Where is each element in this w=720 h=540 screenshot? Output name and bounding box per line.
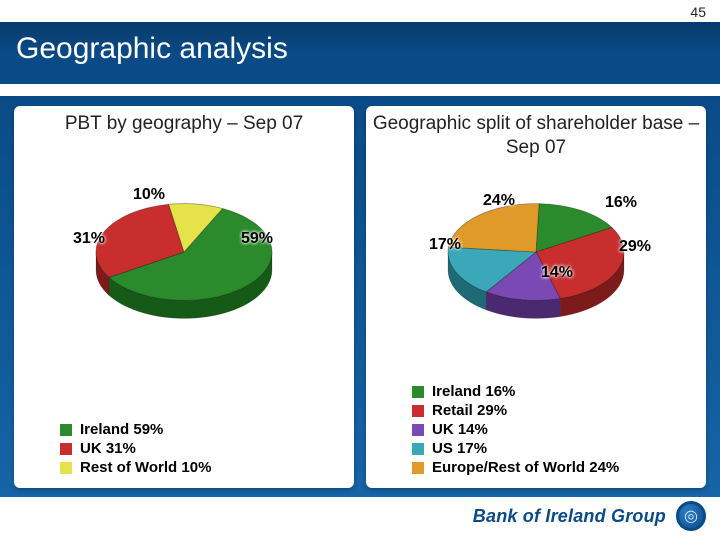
left-panel-title: PBT by geography – Sep 07 (14, 112, 354, 136)
legend-swatch (60, 424, 72, 436)
legend-item: Rest of World 10% (60, 459, 342, 476)
brand-text: Bank of Ireland Group (473, 506, 666, 527)
legend-label: Ireland 16% (432, 383, 515, 400)
pie-slice-label: 17% (429, 236, 461, 254)
left-legend: Ireland 59% UK 31% Rest of World 10% (60, 421, 342, 478)
left-pie-wrap: 59%31%10% (14, 190, 354, 360)
brand: Bank of Ireland Group ◎ (473, 501, 706, 531)
legend-swatch (412, 386, 424, 398)
legend-swatch (60, 443, 72, 455)
left-pie-chart: 59%31%10% (79, 190, 289, 340)
legend-item: Ireland 59% (60, 421, 342, 438)
pie-slice-label: 14% (541, 264, 573, 282)
legend-item: Retail 29% (412, 402, 694, 419)
legend-label: UK 14% (432, 421, 488, 438)
page-number: 45 (690, 4, 706, 20)
legend-swatch (412, 405, 424, 417)
legend-label: UK 31% (80, 440, 136, 457)
brand-logo-icon: ◎ (676, 501, 706, 531)
legend-swatch (412, 443, 424, 455)
right-panel: Geographic split of shareholder base – S… (366, 106, 706, 488)
legend-label: Retail 29% (432, 402, 507, 419)
legend-label: Ireland 59% (80, 421, 163, 438)
right-pie-chart: 16%29%14%17%24% (431, 190, 641, 340)
pie-slice-label: 31% (73, 230, 105, 248)
slide-bg: Geographic analysis 45 PBT by geography … (0, 0, 720, 540)
legend-item: US 17% (412, 440, 694, 457)
right-legend: Ireland 16% Retail 29% UK 14% US 17% Europe/… (412, 383, 694, 478)
pie-slice-label: 59% (241, 230, 273, 248)
right-panel-title: Geographic split of shareholder base – S… (366, 112, 706, 160)
slide-title: Geographic analysis (16, 32, 288, 66)
footer: Bank of Ireland Group ◎ (0, 496, 720, 540)
legend-swatch (412, 424, 424, 436)
pie-slice-label: 29% (619, 238, 651, 256)
legend-label: Rest of World 10% (80, 459, 211, 476)
legend-swatch (412, 462, 424, 474)
left-panel: PBT by geography – Sep 07 59%31%10% Irel… (14, 106, 354, 488)
legend-item: Europe/Rest of World 24% (412, 459, 694, 476)
pie-slice-label: 10% (133, 186, 165, 204)
pie-slice-label: 16% (605, 194, 637, 212)
right-pie-wrap: 16% 29% 14% 17% 24% (366, 190, 706, 360)
legend-item: Ireland 16% (412, 383, 694, 400)
legend-label: US 17% (432, 440, 487, 457)
legend-swatch (60, 462, 72, 474)
pie-slice-label: 24% (483, 192, 515, 210)
legend-item: UK 31% (60, 440, 342, 457)
legend-label: Europe/Rest of World 24% (432, 459, 619, 476)
legend-item: UK 14% (412, 421, 694, 438)
